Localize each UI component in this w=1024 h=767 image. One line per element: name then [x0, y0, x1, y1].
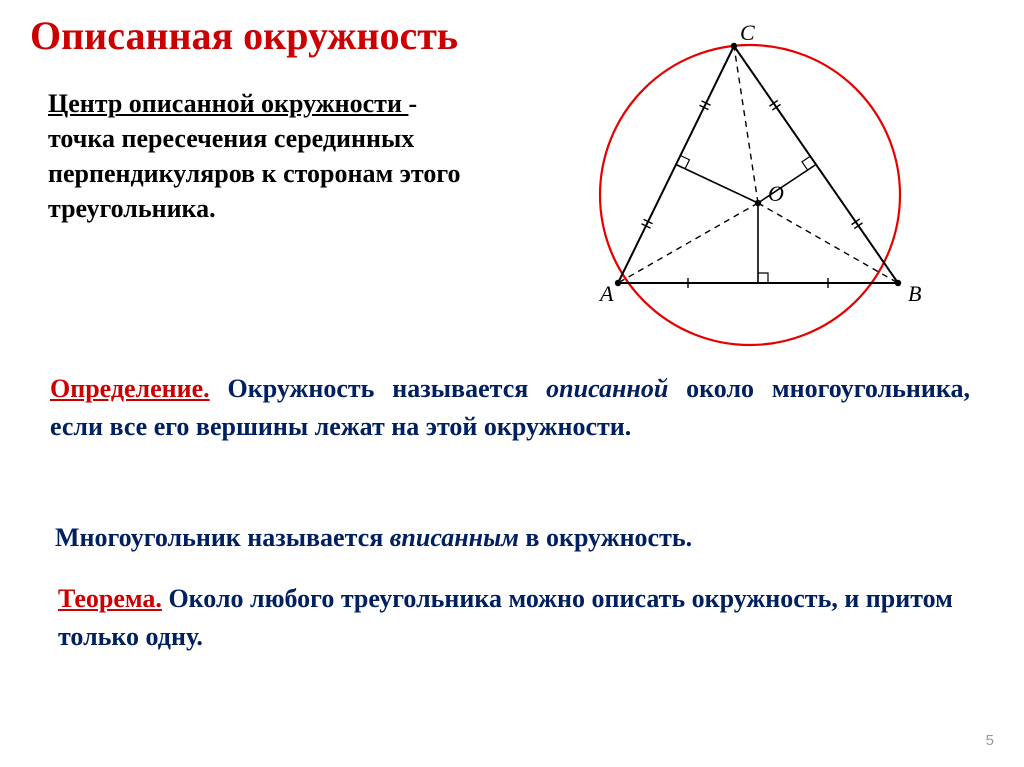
polygon-line: Многоугольник называется вписанным в окр…: [55, 520, 965, 556]
definition-block: Определение. Окружность называется описа…: [50, 370, 970, 445]
center-def-lead: Центр описанной окружности: [48, 89, 408, 118]
center-definition: Центр описанной окружности - точка перес…: [48, 86, 478, 226]
svg-text:O: O: [768, 181, 784, 206]
svg-text:A: A: [598, 281, 614, 306]
circumscribed-circle-diagram: A B C O: [520, 25, 980, 355]
definition-emph: описанной: [546, 374, 668, 403]
poly-part0: Многоугольник называется: [55, 523, 390, 552]
theorem-block: Теорема. Около любого треугольника можно…: [58, 580, 968, 655]
theorem-lead: Теорема.: [58, 584, 162, 613]
slide-number: 5: [986, 732, 994, 749]
definition-part0: Окружность называется: [210, 374, 546, 403]
svg-text:C: C: [740, 25, 755, 45]
svg-text:B: B: [908, 281, 921, 306]
page-title: Описанная окружность: [30, 12, 458, 59]
poly-emph: вписанным: [390, 523, 519, 552]
theorem-body: Около любого треугольника можно описать …: [58, 584, 953, 651]
poly-part2: в окружность.: [519, 523, 692, 552]
definition-lead: Определение.: [50, 374, 210, 403]
